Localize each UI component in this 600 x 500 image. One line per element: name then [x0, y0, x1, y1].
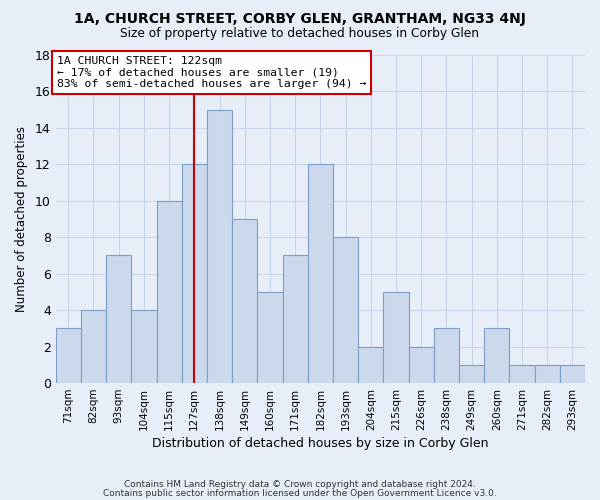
Bar — [106, 256, 131, 383]
Bar — [182, 164, 207, 383]
Bar — [308, 164, 333, 383]
Bar — [232, 219, 257, 383]
Bar — [484, 328, 509, 383]
Bar — [283, 256, 308, 383]
Bar — [535, 365, 560, 383]
Bar — [434, 328, 459, 383]
Bar — [358, 346, 383, 383]
Bar — [207, 110, 232, 383]
Bar — [131, 310, 157, 383]
Bar — [459, 365, 484, 383]
Bar — [509, 365, 535, 383]
Y-axis label: Number of detached properties: Number of detached properties — [15, 126, 28, 312]
Bar — [257, 292, 283, 383]
X-axis label: Distribution of detached houses by size in Corby Glen: Distribution of detached houses by size … — [152, 437, 488, 450]
Bar — [560, 365, 585, 383]
Bar — [81, 310, 106, 383]
Bar — [56, 328, 81, 383]
Bar — [409, 346, 434, 383]
Text: Contains HM Land Registry data © Crown copyright and database right 2024.: Contains HM Land Registry data © Crown c… — [124, 480, 476, 489]
Bar — [383, 292, 409, 383]
Text: Size of property relative to detached houses in Corby Glen: Size of property relative to detached ho… — [121, 28, 479, 40]
Bar — [333, 238, 358, 383]
Text: 1A CHURCH STREET: 122sqm
← 17% of detached houses are smaller (19)
83% of semi-d: 1A CHURCH STREET: 122sqm ← 17% of detach… — [57, 56, 367, 89]
Text: Contains public sector information licensed under the Open Government Licence v3: Contains public sector information licen… — [103, 489, 497, 498]
Bar — [157, 201, 182, 383]
Text: 1A, CHURCH STREET, CORBY GLEN, GRANTHAM, NG33 4NJ: 1A, CHURCH STREET, CORBY GLEN, GRANTHAM,… — [74, 12, 526, 26]
